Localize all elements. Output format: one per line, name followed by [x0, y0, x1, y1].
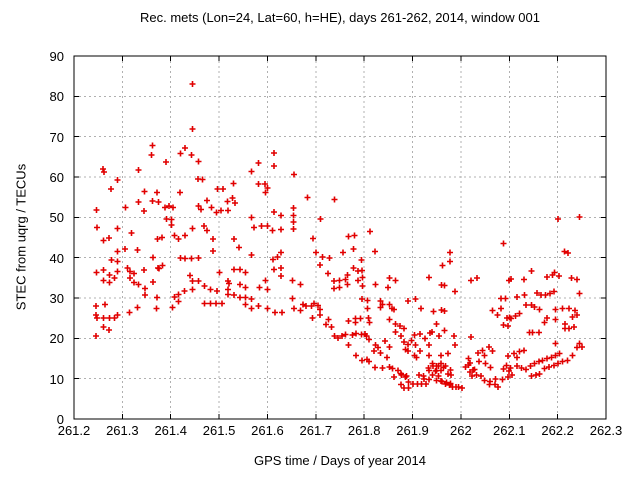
y-tick-label: 60 [49, 170, 64, 185]
x-tick-label: 261.5 [202, 423, 236, 438]
plot-border [73, 55, 607, 420]
y-axis-label: STEC from uqrg / TECUs [13, 163, 29, 311]
y-tick-label: 0 [56, 412, 64, 427]
y-tick-label: 70 [49, 129, 64, 145]
x-tick-label: 261.7 [299, 423, 333, 438]
x-tick-label: 261.3 [106, 423, 139, 438]
x-tick-label: 262 [450, 423, 472, 438]
y-tick-label: 20 [49, 331, 64, 347]
x-tick-label: 262.2 [541, 423, 574, 438]
x-tick-label: 261.2 [57, 423, 91, 438]
axis-ticks [73, 55, 607, 420]
chart-title: Rec. mets (Lon=24, Lat=60, h=HE), days 2… [139, 10, 540, 25]
x-axis-label: GPS time / Days of year 2014 [254, 453, 426, 468]
y-tick-label: 80 [49, 89, 64, 105]
x-tick-label: 261.8 [347, 423, 381, 438]
x-tick-label: 261.4 [154, 423, 187, 438]
x-tick-label: 262.3 [589, 423, 623, 438]
gridlines [74, 56, 606, 419]
x-tick-label: 261.6 [251, 423, 284, 438]
y-tick-label: 10 [49, 371, 64, 387]
y-tick-label: 30 [49, 291, 64, 306]
y-tick-label: 40 [49, 250, 64, 266]
x-tick-label: 261.9 [396, 423, 429, 438]
y-tick-label: 90 [49, 49, 64, 64]
x-tick-label: 262.1 [492, 423, 526, 438]
scatter-points [93, 81, 585, 391]
y-tick-label: 50 [49, 210, 64, 226]
